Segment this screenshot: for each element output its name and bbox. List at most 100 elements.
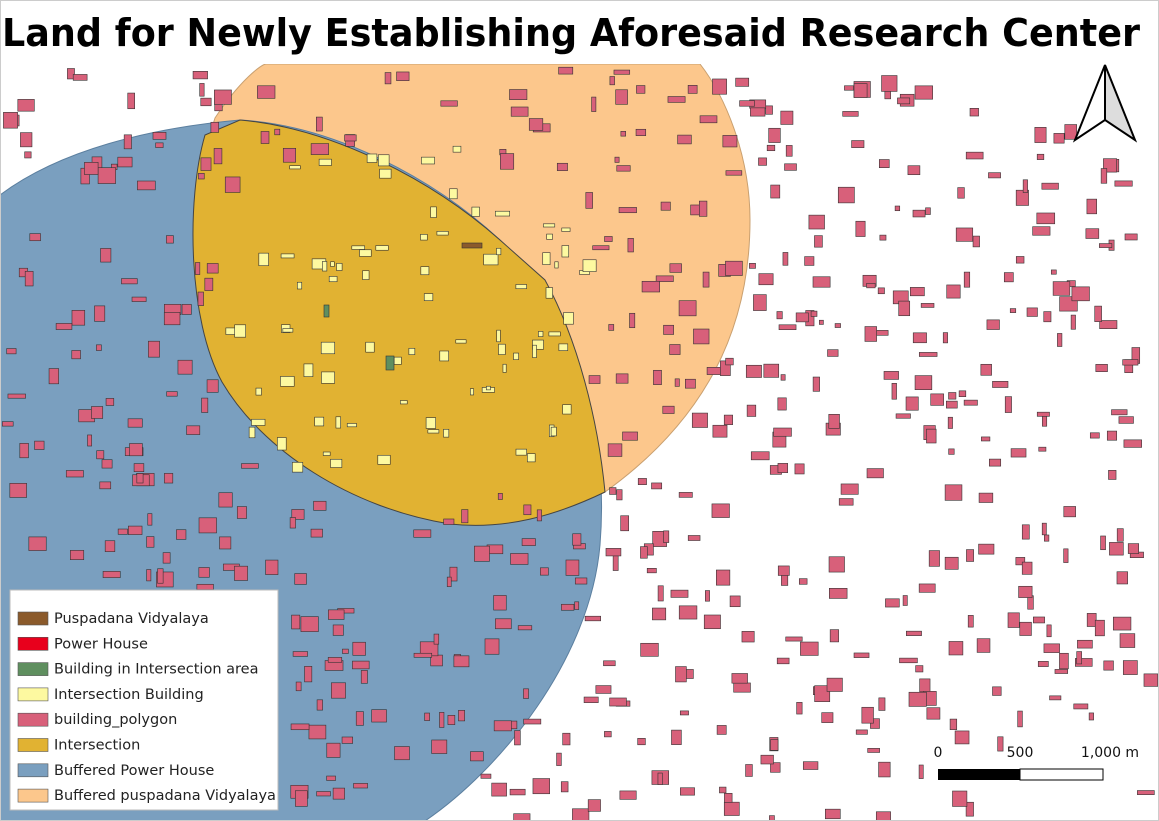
building xyxy=(855,729,868,735)
intersection-area-building xyxy=(385,355,395,371)
building xyxy=(366,153,378,163)
building xyxy=(1071,286,1090,302)
building xyxy=(91,406,104,419)
building xyxy=(543,223,556,228)
building xyxy=(6,348,17,355)
building xyxy=(891,383,897,400)
building xyxy=(292,462,304,473)
building xyxy=(758,273,774,286)
legend-label: Buffered Power House xyxy=(54,763,214,779)
building xyxy=(768,127,781,143)
building xyxy=(1137,790,1155,795)
building xyxy=(587,799,601,812)
building xyxy=(905,396,919,411)
building xyxy=(978,543,995,555)
building xyxy=(948,392,957,400)
building xyxy=(840,483,859,495)
building xyxy=(866,283,876,289)
building xyxy=(948,641,964,656)
building xyxy=(550,426,557,437)
building xyxy=(963,399,978,406)
building xyxy=(675,666,687,683)
building xyxy=(637,738,646,746)
building xyxy=(413,529,432,538)
building xyxy=(420,234,428,241)
building xyxy=(770,184,781,199)
building xyxy=(1127,543,1139,554)
building xyxy=(561,245,570,258)
building xyxy=(827,349,839,357)
building xyxy=(1100,535,1106,551)
building xyxy=(330,458,343,468)
building xyxy=(894,205,901,212)
building xyxy=(17,99,35,112)
building xyxy=(614,156,620,163)
building xyxy=(1057,333,1063,347)
building xyxy=(918,352,938,357)
building xyxy=(739,100,755,107)
building xyxy=(1026,307,1038,317)
building xyxy=(291,509,305,520)
building xyxy=(919,678,931,693)
building xyxy=(829,629,839,643)
building xyxy=(741,631,755,643)
building xyxy=(861,706,874,724)
building xyxy=(804,256,815,266)
building xyxy=(1043,311,1052,323)
building xyxy=(513,813,531,821)
building xyxy=(378,154,390,167)
building xyxy=(954,730,970,745)
building xyxy=(117,528,128,535)
building xyxy=(877,287,885,295)
building xyxy=(834,323,841,328)
building xyxy=(523,718,542,725)
building xyxy=(945,400,958,409)
building xyxy=(181,304,192,315)
building xyxy=(509,788,526,796)
building xyxy=(944,556,959,570)
building xyxy=(104,540,116,552)
building xyxy=(657,772,663,785)
building xyxy=(992,686,1002,696)
building xyxy=(157,568,164,584)
building xyxy=(796,702,803,715)
building xyxy=(396,71,410,81)
building xyxy=(1109,542,1124,556)
building xyxy=(101,459,113,469)
building xyxy=(725,357,734,366)
building xyxy=(384,72,392,85)
building xyxy=(164,473,174,484)
building xyxy=(199,83,205,97)
building xyxy=(289,165,301,170)
building xyxy=(332,624,344,636)
building xyxy=(291,614,301,630)
building xyxy=(1032,226,1051,236)
building xyxy=(310,143,329,155)
building xyxy=(200,97,212,107)
building xyxy=(67,68,75,80)
building xyxy=(458,710,465,722)
building xyxy=(572,808,590,821)
building xyxy=(224,176,241,193)
building xyxy=(703,614,721,630)
building xyxy=(365,341,375,353)
building xyxy=(498,343,506,355)
building xyxy=(583,696,599,703)
building xyxy=(885,598,900,608)
building xyxy=(723,414,733,425)
building xyxy=(523,688,529,699)
building xyxy=(425,417,437,429)
building xyxy=(236,506,247,519)
building xyxy=(1112,616,1132,631)
building xyxy=(782,252,789,266)
building xyxy=(785,145,793,157)
building xyxy=(1053,133,1065,144)
building xyxy=(3,112,18,129)
building xyxy=(65,470,84,478)
building xyxy=(359,249,372,257)
building xyxy=(1033,616,1045,624)
building xyxy=(1015,256,1025,264)
building xyxy=(556,752,562,766)
building xyxy=(662,405,675,414)
building xyxy=(637,478,647,485)
